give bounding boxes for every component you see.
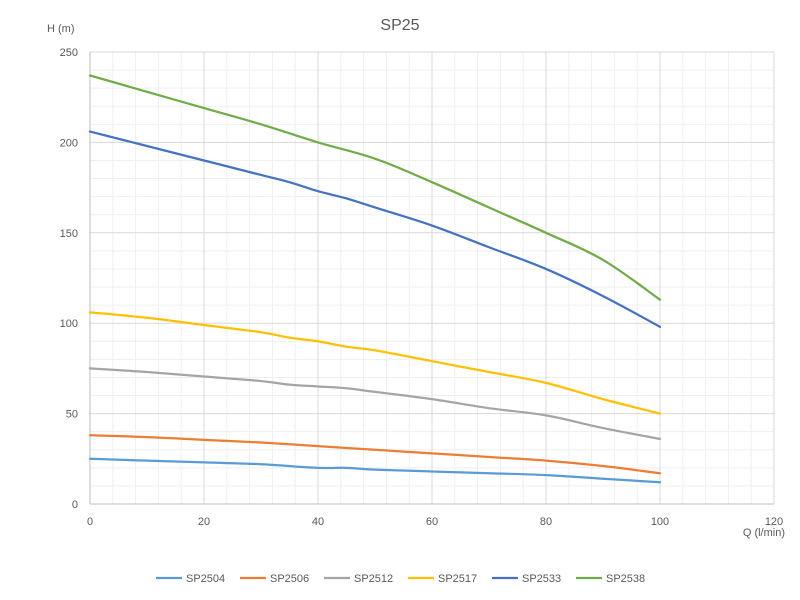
x-axis-title: Q (l/min) xyxy=(743,527,785,539)
series-line-sp2504 xyxy=(88,457,662,484)
y-tick-label: 250 xyxy=(60,47,78,59)
y-tick-label: 100 xyxy=(60,318,78,330)
series-line-sp2538 xyxy=(88,74,662,301)
legend-label: SP2517 xyxy=(438,573,477,585)
legend-item-sp2506: SP2506 xyxy=(240,573,309,585)
x-tick-label: 20 xyxy=(198,516,210,528)
y-axis-title: H (m) xyxy=(47,23,75,35)
series-lines xyxy=(88,74,662,484)
x-tick-labels: 0 20 40 60 80 100 120 xyxy=(87,516,783,528)
legend-label: SP2504 xyxy=(186,573,225,585)
y-tick-label: 50 xyxy=(66,409,78,421)
legend-item-sp2517: SP2517 xyxy=(408,573,477,585)
axis-lines xyxy=(89,52,774,505)
y-tick-labels: 0 50 100 150 200 250 xyxy=(60,47,78,511)
y-tick-label: 0 xyxy=(72,499,78,511)
x-tick-label: 100 xyxy=(651,516,669,528)
chart-title: SP25 xyxy=(380,17,419,34)
series-line-sp2506 xyxy=(88,434,662,475)
legend: SP2504 SP2506 SP2512 SP2517 SP2533 SP2538 xyxy=(156,573,645,585)
legend-label: SP2538 xyxy=(606,573,645,585)
y-tick-label: 150 xyxy=(60,228,78,240)
legend-item-sp2538: SP2538 xyxy=(576,573,645,585)
legend-label: SP2533 xyxy=(522,573,561,585)
legend-item-sp2533: SP2533 xyxy=(492,573,561,585)
x-tick-label: 120 xyxy=(765,516,783,528)
series-line-sp2512 xyxy=(88,367,662,441)
legend-label: SP2512 xyxy=(354,573,393,585)
legend-item-sp2512: SP2512 xyxy=(324,573,393,585)
series-line-sp2517 xyxy=(88,311,662,415)
legend-label: SP2506 xyxy=(270,573,309,585)
x-tick-label: 60 xyxy=(426,516,438,528)
y-tick-label: 200 xyxy=(60,137,78,149)
x-tick-label: 0 xyxy=(87,516,93,528)
x-tick-label: 80 xyxy=(540,516,552,528)
x-tick-label: 40 xyxy=(312,516,324,528)
series-line-sp2533 xyxy=(88,130,662,328)
legend-item-sp2504: SP2504 xyxy=(156,573,225,585)
